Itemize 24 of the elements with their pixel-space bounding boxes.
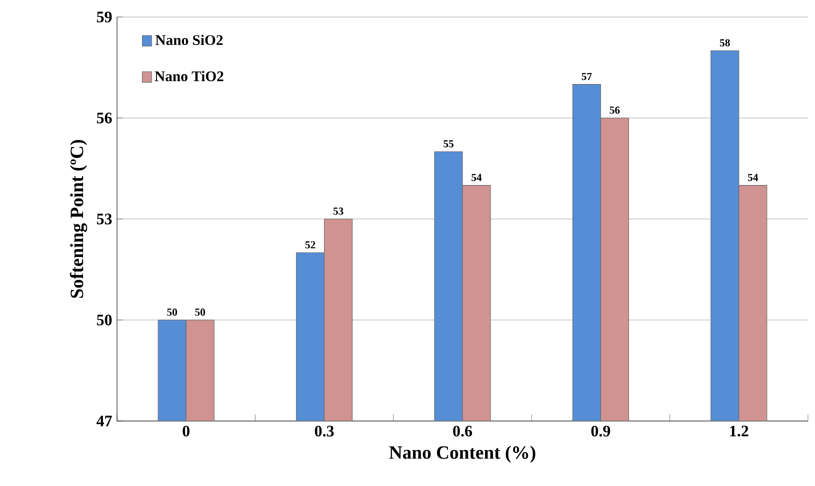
- data-label: 58: [720, 39, 730, 46]
- y-tick-label: 47: [96, 416, 112, 426]
- x-tick-label: 0: [182, 426, 190, 436]
- data-label: 56: [610, 106, 620, 114]
- y-tick-label: 59: [96, 12, 112, 22]
- x-tick-label: 1.2: [730, 426, 748, 437]
- data-label: 57: [582, 72, 592, 80]
- data-label: 50: [167, 308, 178, 316]
- y-tick-label: 50: [96, 314, 112, 326]
- legend-label: Nano TiO2: [154, 70, 224, 82]
- data-label: 50: [195, 308, 206, 316]
- data-label: 53: [333, 208, 344, 215]
- x-tick-label: 0.9: [591, 426, 610, 437]
- data-label: 52: [305, 241, 316, 248]
- data-label: 55: [444, 140, 454, 148]
- y-tick-label: 56: [96, 112, 112, 124]
- data-label: 54: [748, 174, 758, 182]
- y-tick-label: 53: [96, 214, 112, 224]
- legend-label: Nano SiO2: [155, 34, 223, 46]
- x-tick-label: 0.3: [314, 426, 334, 437]
- x-axis-title: Nano Content (%): [389, 446, 536, 463]
- data-label: 54: [472, 174, 482, 182]
- y-axis-title: Softening Point (ºC): [70, 140, 88, 298]
- x-tick-label: 0.6: [453, 426, 472, 437]
